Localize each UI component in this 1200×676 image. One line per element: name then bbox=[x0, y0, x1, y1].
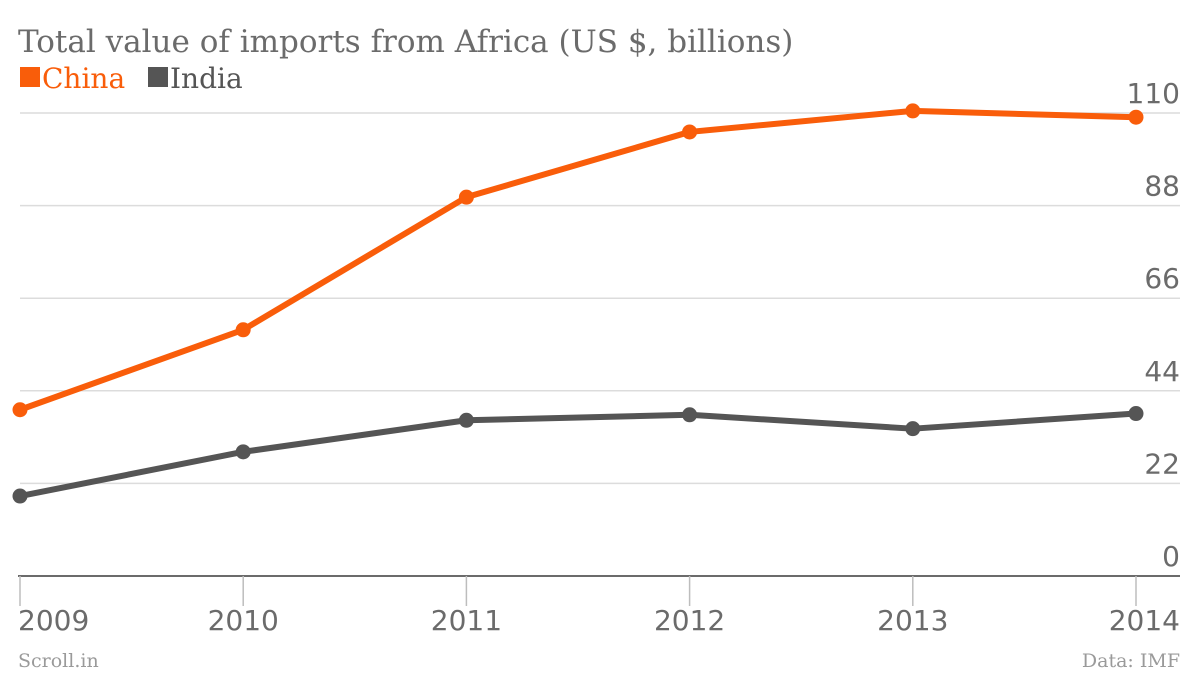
x-tick-label: 2011 bbox=[431, 604, 502, 637]
data-point-india bbox=[12, 488, 28, 504]
series bbox=[12, 103, 1144, 504]
x-tick-label: 2014 bbox=[1109, 604, 1180, 637]
x-tick-label: 2013 bbox=[877, 604, 948, 637]
x-tick-label: 2012 bbox=[654, 604, 725, 637]
x-tick-label: 2009 bbox=[18, 604, 89, 637]
data-point-china bbox=[235, 322, 251, 338]
y-tick-label: 44 bbox=[1144, 355, 1180, 388]
y-tick-label: 88 bbox=[1144, 170, 1180, 203]
y-tick-label: 22 bbox=[1144, 447, 1180, 480]
data-point-china bbox=[905, 103, 921, 119]
data-point-india bbox=[682, 407, 698, 423]
data-point-china bbox=[458, 189, 474, 205]
legend: China India bbox=[20, 62, 243, 95]
y-tick-label: 110 bbox=[1127, 77, 1180, 110]
data-point-china bbox=[12, 402, 28, 418]
source-credit: Scroll.in bbox=[18, 650, 99, 672]
x-axis-ticks: 2009 2010 2011 2012 2013 2014 bbox=[18, 576, 1180, 637]
legend-label-china: China bbox=[42, 62, 125, 95]
series-line-india bbox=[17, 410, 1139, 500]
data-point-india bbox=[458, 412, 474, 428]
y-tick-label: 0 bbox=[1162, 540, 1180, 573]
data-point-china bbox=[682, 124, 698, 140]
data-source: Data: IMF bbox=[1082, 650, 1180, 672]
gridlines bbox=[20, 112, 1180, 485]
legend-swatch-india bbox=[148, 67, 168, 87]
data-point-india bbox=[235, 444, 251, 460]
data-point-china bbox=[1128, 109, 1144, 125]
x-tick-label: 2010 bbox=[208, 604, 279, 637]
legend-swatch-china bbox=[20, 67, 40, 87]
y-axis-ticks: 0 22 44 66 88 110 bbox=[1127, 77, 1180, 573]
data-point-india bbox=[1128, 406, 1144, 422]
legend-label-india: India bbox=[170, 62, 243, 95]
chart-title: Total value of imports from Africa (US $… bbox=[18, 24, 793, 60]
y-tick-label: 66 bbox=[1144, 262, 1180, 295]
series-line-china bbox=[17, 107, 1139, 413]
data-point-india bbox=[905, 421, 921, 437]
